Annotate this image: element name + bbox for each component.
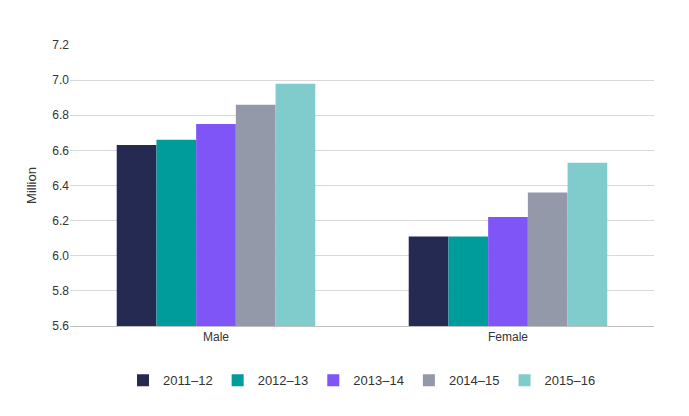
svg-text:6.0: 6.0 bbox=[52, 249, 69, 263]
svg-text:2015–16: 2015–16 bbox=[545, 373, 596, 388]
svg-text:6.6: 6.6 bbox=[52, 144, 69, 158]
svg-text:Female: Female bbox=[488, 330, 528, 344]
svg-text:7.2: 7.2 bbox=[52, 38, 69, 52]
svg-text:6.2: 6.2 bbox=[52, 214, 69, 228]
svg-text:5.8: 5.8 bbox=[52, 284, 69, 298]
svg-text:7.0: 7.0 bbox=[52, 73, 69, 87]
svg-text:Million: Million bbox=[24, 167, 39, 204]
svg-text:6.4: 6.4 bbox=[52, 179, 69, 193]
svg-text:2011–12: 2011–12 bbox=[163, 373, 213, 388]
svg-text:2014–15: 2014–15 bbox=[449, 373, 500, 388]
svg-text:5.6: 5.6 bbox=[52, 319, 69, 333]
svg-text:Male: Male bbox=[203, 330, 229, 344]
svg-text:6.8: 6.8 bbox=[52, 108, 69, 122]
svg-text:2012–13: 2012–13 bbox=[258, 373, 309, 388]
svg-text:2013–14: 2013–14 bbox=[353, 373, 404, 388]
